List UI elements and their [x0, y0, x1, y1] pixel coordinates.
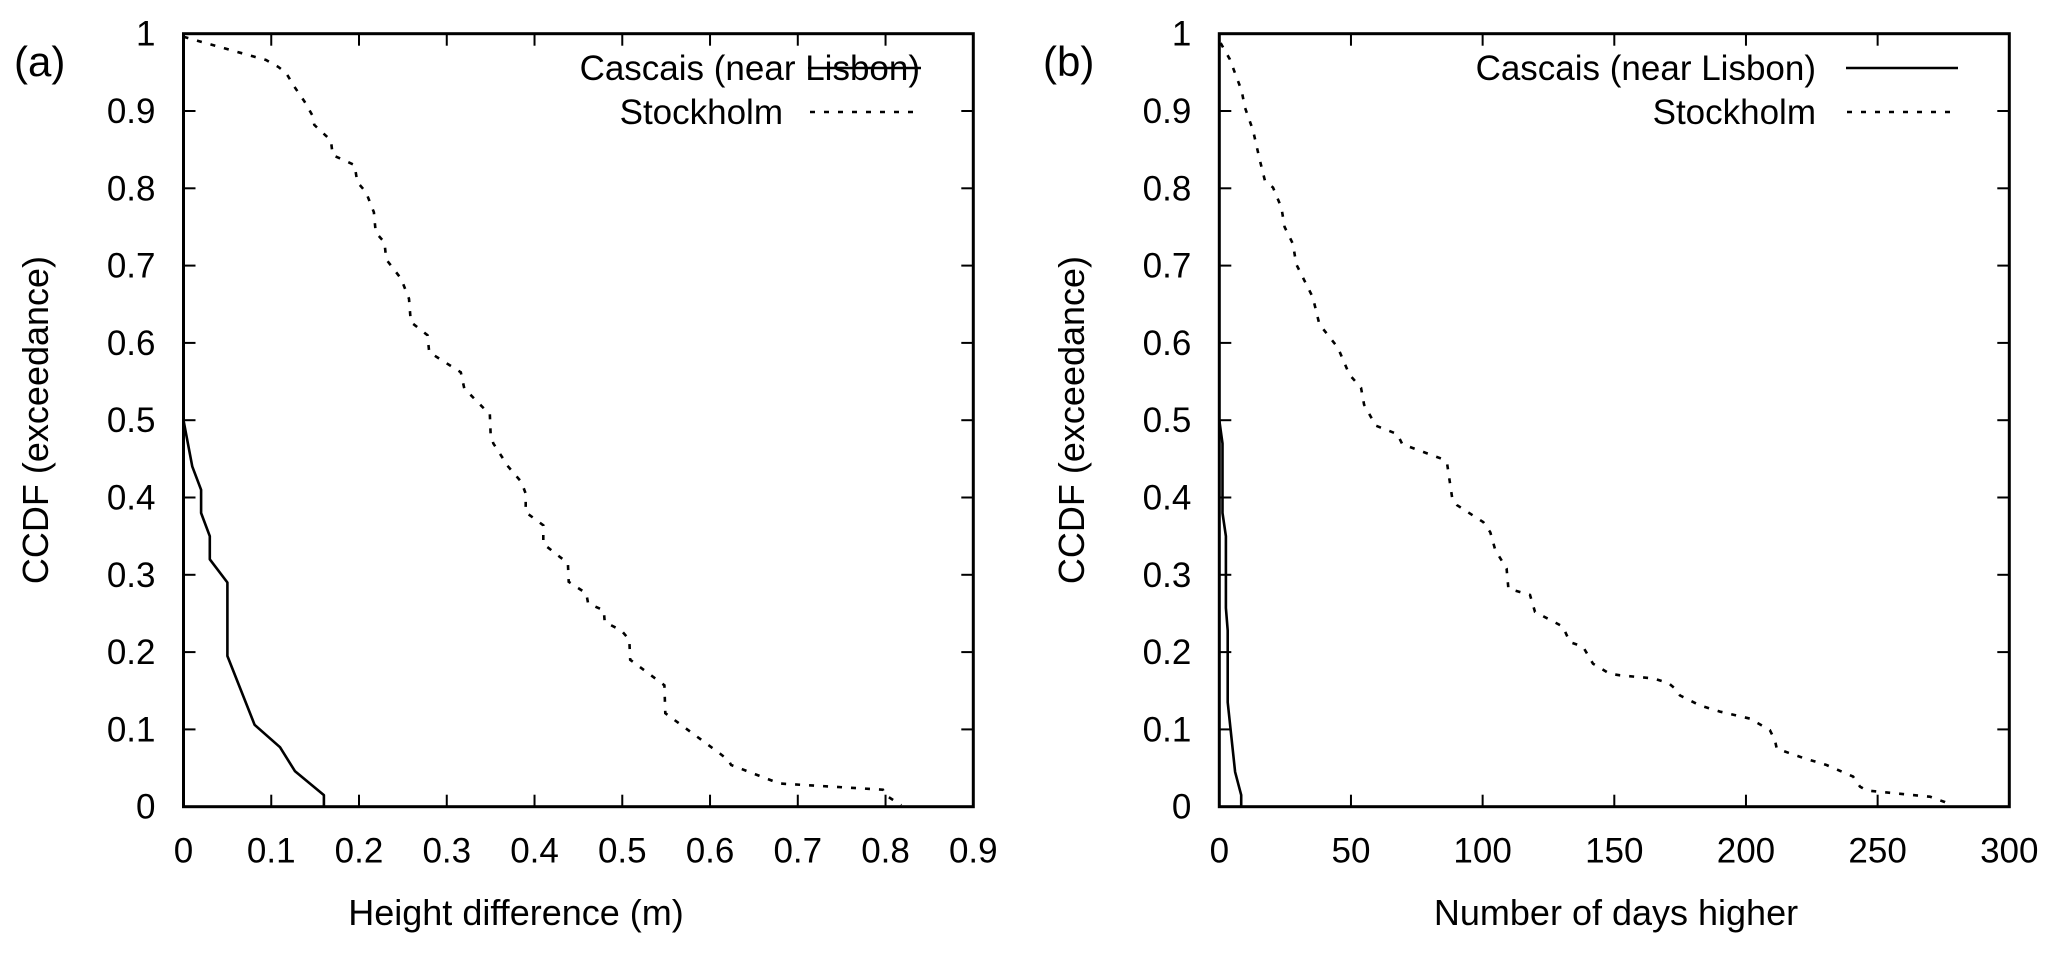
x-tick-label: 0 — [174, 832, 193, 871]
y-tick-label: 0.3 — [1143, 556, 1192, 595]
x-tick-label: 250 — [1848, 832, 1906, 871]
y-axis-title: CCDF (exceedance) — [15, 256, 56, 584]
y-tick-label: 0.8 — [107, 169, 156, 208]
x-tick-label: 0.3 — [422, 832, 471, 871]
series-layer — [182, 35, 903, 807]
x-tick-labels: 0 50 100 150 200 250 300 — [1210, 832, 2039, 871]
y-tick-label: 0.9 — [107, 92, 156, 131]
x-tick-label: 200 — [1717, 832, 1775, 871]
series-line-cascais — [182, 419, 326, 807]
y-tick-labels: 0 0.1 0.2 0.3 0.4 0.5 0.6 0.7 0.8 0.9 1 — [107, 15, 156, 827]
series-layer — [1218, 42, 1953, 808]
y-tick-label: 0.1 — [107, 710, 156, 749]
y-tick-label: 0.6 — [107, 324, 156, 363]
y-tick-labels: 0 0.1 0.2 0.3 0.4 0.5 0.6 0.7 0.8 0.9 1 — [1143, 15, 1192, 827]
x-tick-label: 0.6 — [686, 832, 735, 871]
plot-frame — [1217, 32, 2011, 809]
y-tick-label: 0.2 — [107, 633, 156, 672]
plot-frame — [182, 32, 975, 809]
y-tick-label: 0.3 — [107, 556, 156, 595]
y-tick-label: 0.5 — [107, 401, 156, 440]
tick-marks — [183, 33, 974, 807]
y-axis-title: CCDF (exceedance) — [1051, 256, 1092, 584]
y-tick-label: 0 — [1172, 788, 1191, 827]
legend-label-cascais: Cascais (near Lisbon) — [1476, 49, 1816, 88]
series-line-stockholm — [183, 35, 903, 807]
x-tick-label: 0.5 — [598, 832, 647, 871]
tick-marks — [1219, 33, 2010, 807]
y-tick-label: 0.1 — [1143, 710, 1192, 749]
x-axis-title: Height difference (m) — [348, 892, 683, 933]
x-tick-label: 0 — [1210, 832, 1229, 871]
legend: Cascais (near Lisbon) Stockholm — [1476, 49, 1958, 132]
panel-label: (b) — [1043, 38, 1094, 85]
panel-b: (b) 0 50 100 150 200 250 300 00.10.20.30.40.50… — [1043, 15, 2039, 933]
x-tick-label: 150 — [1585, 832, 1643, 871]
y-tick-label: 0.7 — [1143, 247, 1192, 286]
y-tick-label: 0.4 — [107, 479, 156, 518]
legend-label-stockholm: Stockholm — [620, 93, 783, 132]
x-tick-label: 0.4 — [510, 832, 559, 871]
series-line-stockholm — [1219, 42, 1953, 808]
series-line-cascais — [1218, 420, 1243, 807]
x-tick-labels: 0 0.1 0.2 0.3 0.4 0.5 0.6 0.7 0.8 0.9 — [174, 832, 998, 871]
x-tick-label: 0.8 — [861, 832, 910, 871]
x-tick-label: 50 — [1331, 832, 1370, 871]
y-tick-label: 1 — [1172, 15, 1191, 54]
y-tick-label: 0 — [136, 788, 155, 827]
x-tick-label: 0.1 — [247, 832, 296, 871]
legend-label-stockholm: Stockholm — [1653, 93, 1816, 132]
y-tick-label: 0.4 — [1143, 479, 1192, 518]
x-tick-label: 100 — [1453, 832, 1511, 871]
panel-label: (a) — [14, 38, 65, 85]
y-tick-label: 0.8 — [1143, 169, 1192, 208]
x-axis-title: Number of days higher — [1434, 892, 1798, 933]
x-tick-label: 0.7 — [773, 832, 822, 871]
y-tick-label: 0.6 — [1143, 324, 1192, 363]
x-tick-label: 0.9 — [949, 832, 998, 871]
y-tick-label: 0.5 — [1143, 401, 1192, 440]
legend: Cascais (near Lisbon) Stockholm — [580, 49, 921, 132]
x-tick-label: 300 — [1980, 832, 2038, 871]
panel-a: (a) 0 0.1 0.2 0.3 0.4 0.5 0.6 0.7 0.8 0.9 0 0.1 0.2… — [14, 15, 998, 933]
y-tick-label: 0.2 — [1143, 633, 1192, 672]
x-tick-label: 0.2 — [335, 832, 384, 871]
y-tick-label: 1 — [136, 15, 155, 54]
y-tick-label: 0.9 — [1143, 92, 1192, 131]
y-tick-label: 0.7 — [107, 247, 156, 286]
